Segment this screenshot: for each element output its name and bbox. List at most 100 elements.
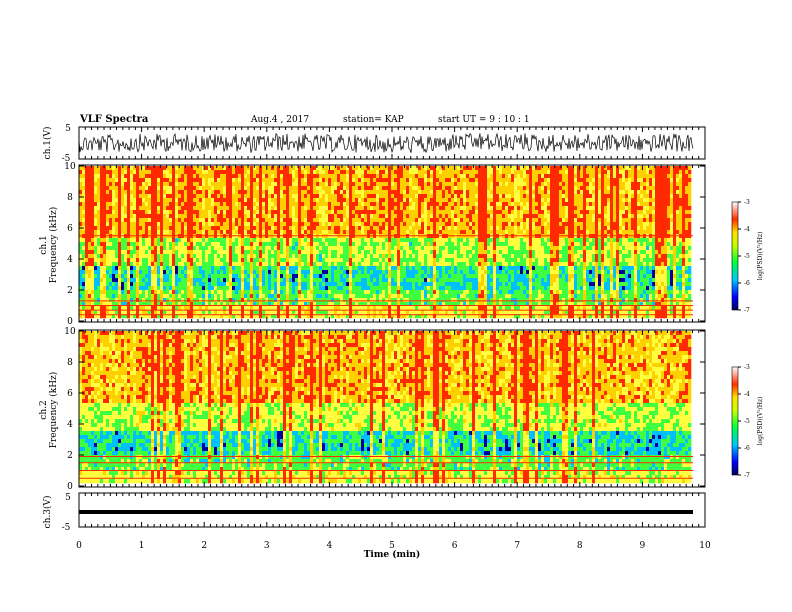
- spectrogram-cell: [184, 214, 188, 219]
- spectrogram-cell: [106, 294, 110, 299]
- spectrogram-cell: [415, 274, 419, 279]
- spectrogram-cell: [337, 198, 341, 203]
- spectrogram-cell: [82, 266, 86, 271]
- spectrogram-cell: [181, 314, 185, 319]
- spectrogram-cell: [370, 182, 374, 187]
- spectrogram-cell: [430, 226, 434, 231]
- spectrogram-cell: [190, 178, 194, 183]
- spectrogram-cell: [364, 294, 368, 299]
- spectrogram-cell: [85, 218, 89, 223]
- spectrogram-cell: [250, 202, 254, 207]
- spectrogram-cell: [157, 242, 161, 247]
- spectrogram-cell: [235, 198, 239, 203]
- spectrogram-cell: [427, 246, 431, 251]
- spectrogram-cell: [88, 230, 92, 235]
- spectrogram-cell: [187, 226, 191, 231]
- spectrogram-cell: [184, 262, 188, 267]
- spectrogram-cell: [286, 186, 290, 191]
- spectrogram-cell: [187, 282, 191, 287]
- spectrogram-cell: [316, 222, 320, 227]
- spectrogram-cell: [160, 222, 164, 227]
- spectrogram-cell: [463, 298, 467, 303]
- spectrogram-cell: [184, 298, 188, 303]
- spectrogram-cell: [349, 226, 353, 231]
- spectrogram-cell: [307, 270, 311, 275]
- spectrogram-cell: [379, 206, 383, 211]
- spectrogram-cell: [286, 306, 290, 311]
- spectrogram-cell: [379, 306, 383, 311]
- spectrogram-cell: [424, 238, 428, 243]
- spectrogram-cell: [301, 174, 305, 179]
- spectrogram-cell: [295, 190, 299, 195]
- spectrogram-cell: [208, 246, 212, 251]
- spectrogram-cell: [436, 262, 440, 267]
- spectrogram-cell: [439, 294, 443, 299]
- spectrogram-cell: [328, 218, 332, 223]
- spectrogram-cell: [88, 314, 92, 319]
- spectrogram-cell: [388, 222, 392, 227]
- spectrogram-cell: [406, 170, 410, 175]
- spectrogram-cell: [115, 298, 119, 303]
- spectrogram-cell: [127, 290, 131, 295]
- spectrogram-cell: [463, 186, 467, 191]
- spectrogram-cell: [244, 306, 248, 311]
- spectrogram-cell: [235, 286, 239, 291]
- spectrogram-cell: [136, 226, 140, 231]
- spectrogram-cell: [226, 310, 230, 315]
- spectrogram-cell: [85, 222, 89, 227]
- spectrogram-cell: [319, 286, 323, 291]
- spectrogram-cell: [385, 214, 389, 219]
- spectrogram-cell: [313, 178, 317, 183]
- spectrogram-cell: [220, 290, 224, 295]
- spectrogram-cell: [154, 278, 158, 283]
- spectrogram-cell: [262, 274, 266, 279]
- spectrogram-cell: [247, 206, 251, 211]
- spectrogram-cell: [463, 202, 467, 207]
- spectrogram-cell: [190, 258, 194, 263]
- spectrogram-cell: [94, 238, 98, 243]
- spectrogram-cell: [166, 230, 170, 235]
- spectrogram-cell: [409, 314, 413, 319]
- spectrogram-cell: [322, 198, 326, 203]
- spectrogram-cell: [400, 214, 404, 219]
- spectrogram-cell: [448, 282, 452, 287]
- spectrogram-cell: [415, 294, 419, 299]
- spectrogram-cell: [289, 242, 293, 247]
- spectrogram-cell: [220, 186, 224, 191]
- spectrogram-cell: [181, 178, 185, 183]
- spectrogram-cell: [367, 230, 371, 235]
- spectrogram-cell: [232, 226, 236, 231]
- spectrogram-cell: [244, 166, 248, 171]
- spectrogram-cell: [91, 230, 95, 235]
- spectrogram-cell: [202, 274, 206, 279]
- spectrogram-cell: [124, 298, 128, 303]
- spectrogram-cell: [235, 222, 239, 227]
- spectrogram-cell: [121, 218, 125, 223]
- spectrogram-cell: [85, 286, 89, 291]
- spectrogram-cell: [337, 310, 341, 315]
- spectrogram-cell: [202, 182, 206, 187]
- spectrogram-cell: [277, 166, 281, 171]
- spectrogram-cell: [352, 206, 356, 211]
- spectrogram-cell: [346, 294, 350, 299]
- spectrogram-cell: [154, 166, 158, 171]
- spectrogram-cell: [253, 250, 257, 255]
- spectrogram-cell: [385, 222, 389, 227]
- spectrogram-cell: [382, 202, 386, 207]
- spectrogram-cell: [268, 178, 272, 183]
- spectrogram-cell: [406, 202, 410, 207]
- spectrogram-cell: [454, 178, 458, 183]
- spectrogram-cell: [130, 258, 134, 263]
- spectrogram-cell: [112, 178, 116, 183]
- spectrogram-cell: [322, 222, 326, 227]
- spectrogram-cell: [232, 242, 236, 247]
- spectrogram-cell: [187, 206, 191, 211]
- spectrogram-cell: [442, 190, 446, 195]
- spectrogram-cell: [361, 170, 365, 175]
- spectrogram-cell: [403, 286, 407, 291]
- spectrogram-cell: [400, 294, 404, 299]
- spectrogram-cell: [166, 190, 170, 195]
- spectrogram-cell: [196, 306, 200, 311]
- spectrogram-cell: [265, 230, 269, 235]
- spectrogram-cell: [217, 306, 221, 311]
